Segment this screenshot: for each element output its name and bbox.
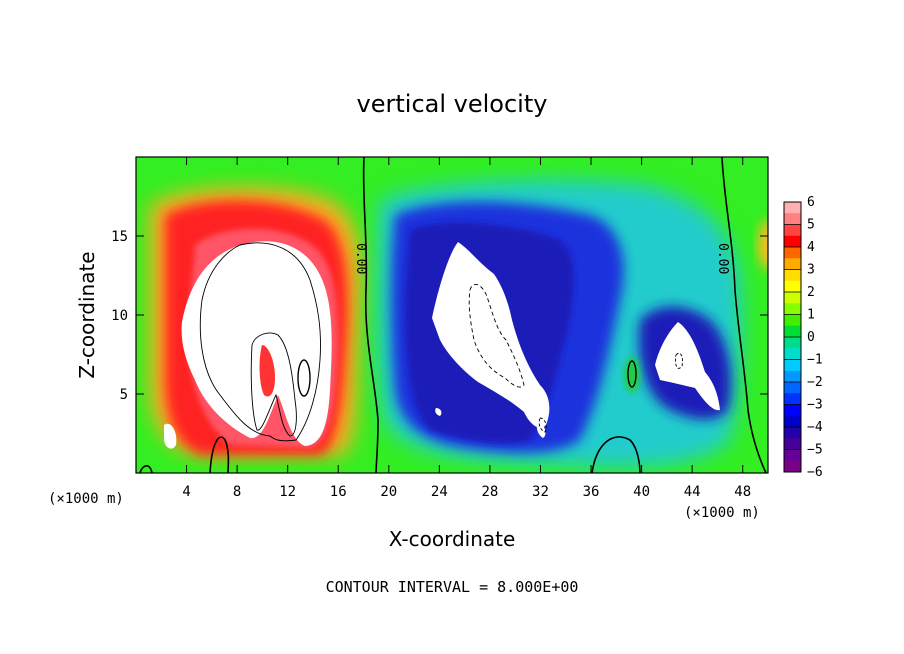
colorbar-band — [784, 269, 801, 282]
right-edge-warm — [758, 220, 768, 270]
colorbar-band — [784, 213, 801, 225]
downdraft-right-saturated — [655, 322, 720, 411]
colorbar-tick-label: −3 — [807, 398, 823, 413]
zero-contour-bottom-left — [209, 436, 230, 473]
colorbar-tick-label: −2 — [807, 375, 823, 390]
zero-contour-left — [362, 157, 379, 473]
chart-title: vertical velocity — [357, 90, 548, 118]
colorbar-band — [784, 460, 801, 473]
y-axis-label: Z-coordinate — [75, 251, 99, 378]
zero-contour-corner — [139, 465, 153, 473]
colorbar-tick-label: −4 — [807, 420, 823, 435]
x-tick-label: 28 — [481, 484, 498, 500]
x-tick-label: 16 — [330, 484, 347, 500]
colorbar-band — [784, 415, 801, 428]
colorbar-tick-label: 5 — [807, 218, 815, 233]
colorbar-band — [784, 202, 801, 214]
colorbar-band — [784, 438, 801, 450]
colorbar-tick-label: 2 — [807, 285, 815, 300]
colorbar-tick-label: 1 — [807, 308, 815, 323]
colorbar-tick-label: 3 — [807, 263, 815, 278]
x-unit-label-right: (×1000 m) — [684, 505, 760, 521]
neg-contour-dashed — [468, 284, 525, 388]
velocity-field — [136, 157, 768, 473]
downdraft-saturated — [432, 242, 550, 428]
colorbar-band — [784, 393, 801, 405]
colorbar-band — [784, 382, 801, 394]
x-tick-label: 8 — [233, 484, 241, 500]
colorbar-band — [784, 224, 801, 237]
colorbar-band — [784, 348, 801, 360]
y-tick-label: 15 — [111, 229, 128, 245]
updraft-embedded-red — [259, 345, 275, 397]
colorbar-band — [784, 314, 801, 327]
zero-contour-right — [721, 157, 767, 473]
y-tick-label: 10 — [111, 308, 128, 324]
colorbar-band — [784, 235, 801, 248]
x-tick-label: 12 — [279, 484, 296, 500]
neg-contour-dashed-right — [675, 352, 683, 369]
x-tick-label: 48 — [734, 484, 751, 500]
colorbar-band — [784, 258, 801, 270]
colorbar-tick-label: −1 — [807, 353, 823, 368]
y-axis: 5 10 15 — [111, 229, 768, 403]
colorbar-band — [784, 404, 801, 417]
pos-contour-inner — [250, 332, 297, 437]
x-axis-label: X-coordinate — [389, 527, 516, 551]
colorbar-band — [784, 303, 801, 315]
x-tick-label: 40 — [633, 484, 650, 500]
zero-contour-bottom-mid — [591, 436, 641, 473]
small-white-left — [164, 423, 177, 449]
colorbar-band — [784, 359, 801, 372]
x-unit-label-left: (×1000 m) — [48, 491, 124, 507]
colorbar-tick-label: 6 — [807, 195, 815, 210]
colorbar-tick-label: −5 — [807, 443, 823, 458]
small-white-mid — [435, 408, 442, 416]
x-tick-label: 24 — [431, 484, 448, 500]
x-tick-label: 36 — [583, 484, 600, 500]
pos-contour-ring — [297, 359, 311, 397]
colorbar-band — [784, 325, 801, 338]
colorbar-band — [784, 280, 801, 293]
x-tick-label: 44 — [684, 484, 701, 500]
x-tick-label: 20 — [380, 484, 397, 500]
contour-label-right: 0.00 — [715, 243, 730, 274]
x-tick-label: 32 — [532, 484, 549, 500]
colorbar-band — [784, 292, 801, 304]
colorbar-band — [784, 247, 801, 259]
colorbar-band — [784, 337, 801, 349]
colorbar-band — [784, 427, 801, 439]
colorbar-band — [784, 449, 801, 462]
colorbar-tick-label: 4 — [807, 240, 815, 255]
green-blob — [624, 357, 640, 393]
x-tick-label: 4 — [182, 484, 190, 500]
colorbar-tick-label: −6 — [807, 465, 823, 480]
contour-interval-note: CONTOUR INTERVAL = 8.000E+00 — [326, 578, 579, 596]
colorbar: 6 5 4 3 2 1 0 −1 −2 −3 −4 −5 −6 — [783, 195, 823, 480]
x-axis: 4 8 12 16 20 24 28 32 36 40 44 48 — [182, 157, 751, 500]
colorbar-tick-label: 0 — [807, 330, 815, 345]
green-contour-ring — [627, 360, 637, 388]
pos-contour-outer — [199, 242, 321, 442]
y-tick-label: 5 — [120, 387, 128, 403]
neg-contour-dashed-small — [538, 417, 547, 433]
colorbar-band — [784, 370, 801, 383]
contour-label-left: 0.00 — [353, 243, 368, 274]
